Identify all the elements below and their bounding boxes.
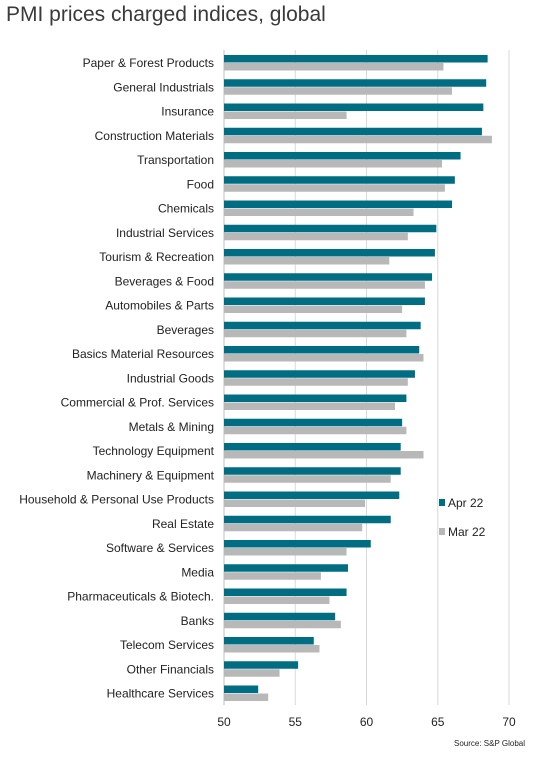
category-label: Construction Materials bbox=[95, 129, 214, 143]
category-label: Basics Material Resources bbox=[72, 347, 214, 361]
category-label: Paper & Forest Products bbox=[83, 56, 214, 70]
bar-mar-22 bbox=[224, 257, 390, 265]
bar-apr-22 bbox=[224, 612, 336, 621]
bar-mar-22 bbox=[224, 693, 269, 701]
source-note: Source: S&P Global bbox=[454, 739, 525, 748]
x-tick-label: 60 bbox=[360, 715, 374, 729]
bar-mar-22 bbox=[224, 426, 407, 435]
category-label: Metals & Mining bbox=[129, 420, 214, 434]
bar-apr-22 bbox=[224, 79, 487, 87]
category-label: Tourism & Recreation bbox=[99, 250, 214, 264]
bar-apr-22 bbox=[224, 346, 420, 354]
bar-apr-22 bbox=[224, 637, 314, 645]
category-label: Food bbox=[187, 177, 214, 191]
bar-mar-22 bbox=[224, 451, 424, 459]
legend-label: Mar 22 bbox=[448, 525, 486, 539]
bar-mar-22 bbox=[224, 523, 363, 532]
bar-mar-22 bbox=[224, 329, 407, 338]
category-label: Commercial & Prof. Services bbox=[61, 396, 214, 410]
x-tick-label: 55 bbox=[289, 715, 303, 729]
bar-apr-22 bbox=[224, 685, 259, 693]
category-label: Machinery & Equipment bbox=[87, 468, 215, 482]
x-tick-label: 65 bbox=[431, 715, 445, 729]
category-label: General Industrials bbox=[113, 80, 214, 94]
bar-mar-22 bbox=[224, 87, 452, 95]
bar-apr-22 bbox=[224, 515, 391, 524]
category-label: Software & Services bbox=[106, 541, 214, 555]
category-label: Pharmaceuticals & Biotech. bbox=[67, 590, 214, 604]
bar-apr-22 bbox=[224, 176, 455, 184]
bar-mar-22 bbox=[224, 596, 330, 604]
category-label: Real Estate bbox=[152, 517, 214, 531]
bar-mar-22 bbox=[224, 499, 366, 507]
category-label: Insurance bbox=[161, 105, 214, 119]
legend: Apr 22 Mar 22 bbox=[439, 496, 486, 539]
category-label: Beverages & Food bbox=[115, 274, 214, 288]
legend-swatch bbox=[439, 499, 445, 506]
category-label: Technology Equipment bbox=[93, 444, 215, 458]
bar-mar-22 bbox=[224, 475, 391, 483]
bar-apr-22 bbox=[224, 564, 348, 572]
x-tick-label: 50 bbox=[217, 715, 231, 729]
category-label: Banks bbox=[181, 614, 214, 628]
bar-mar-22 bbox=[224, 548, 347, 556]
bar-apr-22 bbox=[224, 588, 347, 596]
bar-apr-22 bbox=[224, 321, 421, 330]
bar-apr-22 bbox=[224, 418, 403, 427]
category-label: Healthcare Services bbox=[107, 687, 214, 701]
category-label: Industrial Goods bbox=[127, 371, 214, 385]
bar-apr-22 bbox=[224, 297, 425, 305]
bar-mar-22 bbox=[224, 184, 445, 192]
bar-mar-22 bbox=[224, 208, 414, 216]
bar-mar-22 bbox=[224, 135, 492, 144]
bar-mar-22 bbox=[224, 645, 320, 653]
category-labels: Paper & Forest Products General Industria… bbox=[19, 56, 214, 701]
x-axis-ticks: 50 55 60 65 70 bbox=[217, 715, 516, 729]
bar-apr-22 bbox=[224, 200, 452, 208]
bar-mar-22 bbox=[224, 402, 395, 410]
bar-apr-22 bbox=[224, 394, 407, 402]
bar-mar-22 bbox=[224, 572, 321, 580]
bar-apr-22 bbox=[224, 443, 401, 451]
bar-apr-22 bbox=[224, 273, 433, 281]
bar-mar-22 bbox=[224, 111, 347, 119]
bar-apr-22 bbox=[224, 224, 437, 233]
chart-title: PMI prices charged indices, global bbox=[6, 3, 326, 26]
bar-apr-22 bbox=[224, 127, 482, 136]
bar-apr-22 bbox=[224, 103, 484, 111]
category-label: Industrial Services bbox=[116, 226, 214, 240]
bar-apr-22 bbox=[224, 661, 299, 669]
legend-label: Apr 22 bbox=[448, 496, 484, 510]
category-label: Automobiles & Parts bbox=[105, 299, 214, 313]
bar-apr-22 bbox=[224, 467, 401, 475]
bar-mar-22 bbox=[224, 63, 444, 71]
legend-swatch bbox=[439, 528, 445, 535]
bar-mar-22 bbox=[224, 160, 443, 168]
bar-apr-22 bbox=[224, 249, 435, 257]
bar-apr-22 bbox=[224, 540, 371, 548]
category-label: Beverages bbox=[157, 323, 214, 337]
bar-mar-22 bbox=[224, 620, 341, 629]
bar-apr-22 bbox=[224, 152, 461, 160]
x-tick-label: 70 bbox=[502, 715, 516, 729]
bar-mar-22 bbox=[224, 354, 424, 362]
bar-mar-22 bbox=[224, 232, 408, 241]
bar-apr-22 bbox=[224, 370, 415, 378]
bar-apr-22 bbox=[224, 491, 400, 499]
category-label: Chemicals bbox=[158, 202, 214, 216]
bar-mar-22 bbox=[224, 378, 408, 386]
bar-apr-22 bbox=[224, 55, 488, 63]
bar-mar-22 bbox=[224, 305, 403, 313]
bar-mar-22 bbox=[224, 281, 425, 289]
bars bbox=[224, 55, 492, 701]
category-label: Other Financials bbox=[127, 662, 214, 676]
category-label: Media bbox=[181, 565, 214, 579]
category-label: Household & Personal Use Products bbox=[19, 493, 214, 507]
category-label: Transportation bbox=[137, 153, 214, 167]
bar-mar-22 bbox=[224, 669, 280, 677]
category-label: Telecom Services bbox=[120, 638, 214, 652]
